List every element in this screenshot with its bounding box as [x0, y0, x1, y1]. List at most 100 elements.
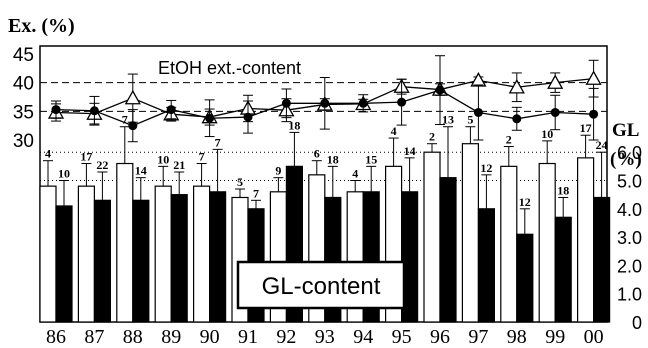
- bar-count-label: 2: [429, 130, 435, 144]
- x-tick-label: 88: [123, 326, 143, 348]
- bar-count-label: 18: [327, 152, 339, 166]
- gl-content-label-box: GL-content: [236, 260, 406, 310]
- triangle-point: [470, 72, 487, 87]
- bar-count-label: 14: [135, 164, 147, 178]
- bar: [39, 185, 57, 323]
- bottom-y-tick-label: 4.0: [617, 200, 642, 220]
- labels: Ex. (%) GL (%) EtOH ext.-content 3035404…: [8, 15, 642, 348]
- circle-point: [358, 98, 368, 108]
- bar-count-label: 4: [45, 147, 51, 161]
- bar: [592, 196, 611, 323]
- bar: [538, 162, 556, 323]
- triangle-point: [124, 89, 141, 105]
- bottom-y-tick-label: 5.0: [617, 172, 642, 192]
- bar-count-label: 2: [506, 133, 512, 147]
- x-tick-label: 89: [161, 326, 181, 348]
- top-y-axis-label: Ex. (%): [8, 15, 75, 37]
- circle-point: [435, 85, 445, 95]
- circle-point: [128, 121, 138, 131]
- bar: [554, 216, 572, 323]
- bar: [209, 191, 227, 323]
- circle-point: [243, 112, 253, 122]
- x-tick-label: 97: [468, 326, 488, 348]
- bar: [116, 162, 134, 323]
- bar-count-label: 24: [596, 138, 608, 152]
- bar-count-label: 22: [96, 158, 108, 172]
- bar-count-label: 9: [275, 164, 281, 178]
- x-tick-label: 94: [353, 326, 373, 348]
- bar-count-label: 6: [314, 147, 320, 161]
- etoh-annotation: EtOH ext.-content: [158, 58, 301, 78]
- x-tick-label: 92: [276, 326, 296, 348]
- bar-count-label: 7: [215, 135, 221, 149]
- circle-point: [473, 107, 483, 117]
- bar-count-label: 10: [58, 167, 70, 181]
- circle-point: [281, 98, 291, 108]
- bar-count-label: 10: [541, 127, 553, 141]
- bar-count-label: 21: [173, 158, 185, 172]
- bar-count-label: 12: [519, 195, 531, 209]
- bottom-y-tick-label: 1.0: [617, 285, 642, 305]
- bar: [423, 151, 441, 323]
- x-tick-label: 91: [238, 326, 258, 348]
- bottom-y-tick-label: 3.0: [617, 228, 642, 248]
- bar-count-label: 13: [442, 113, 454, 127]
- bar: [516, 233, 534, 323]
- bar-count-label: 18: [557, 183, 569, 197]
- bottom-y-tick-label: 2.0: [617, 256, 642, 276]
- x-tick-label: 93: [315, 326, 335, 348]
- bottom-y-axis-unit: (%): [610, 149, 642, 170]
- bar: [576, 157, 595, 323]
- circle-point: [89, 106, 99, 116]
- bar: [439, 177, 457, 323]
- x-tick-label: 96: [430, 326, 450, 348]
- x-tick-label: 98: [507, 326, 527, 348]
- bar-count-label: 4: [352, 167, 358, 181]
- bottom-y-tick-label: 6.0: [617, 143, 642, 163]
- x-tick-label: 95: [392, 326, 412, 348]
- gl-content-annotation: GL-content: [262, 273, 381, 300]
- circle-point: [320, 98, 330, 108]
- x-tick-label: 00: [584, 326, 604, 348]
- bar: [500, 165, 518, 323]
- triangle-point: [547, 74, 564, 89]
- bar: [77, 185, 96, 323]
- circle-point: [205, 113, 215, 123]
- bar-count-label: 15: [365, 152, 377, 166]
- bar-count-label: 5: [467, 113, 473, 127]
- bar-count-label: 7: [199, 150, 205, 164]
- top-y-tick-label: 35: [13, 102, 34, 123]
- circle-point: [589, 109, 599, 119]
- bar-count-label: 18: [288, 118, 300, 132]
- bar: [154, 185, 172, 323]
- bar-count-label: 17: [80, 150, 92, 164]
- top-y-tick-label: 40: [13, 74, 34, 95]
- bar: [193, 185, 211, 323]
- bar: [170, 194, 188, 323]
- x-tick-label: 99: [545, 326, 565, 348]
- circle-point: [512, 114, 522, 124]
- circle-point: [397, 97, 407, 107]
- bar: [132, 199, 150, 323]
- bar-count-label: 12: [480, 161, 492, 175]
- bar: [477, 208, 495, 323]
- bar-count-label: 17: [580, 121, 592, 135]
- line-series: [47, 55, 602, 143]
- bar: [461, 143, 479, 323]
- circle-point: [51, 105, 61, 115]
- bar-count-label: 10: [157, 152, 169, 166]
- bottom-y-tick-label: 0: [632, 313, 642, 333]
- x-tick-label: 90: [200, 326, 220, 348]
- circle-point: [550, 107, 560, 117]
- circle-point: [166, 105, 176, 115]
- x-tick-label: 86: [46, 326, 66, 348]
- bar-count-label: 7: [122, 113, 128, 127]
- bar: [93, 199, 112, 323]
- bar-count-label: 14: [404, 144, 416, 158]
- triangle-point: [508, 78, 525, 94]
- top-y-tick-label: 30: [13, 131, 34, 152]
- bottom-y-axis-label: GL: [612, 120, 639, 141]
- x-tick-label: 87: [84, 326, 104, 348]
- top-y-tick-label: 45: [13, 45, 34, 66]
